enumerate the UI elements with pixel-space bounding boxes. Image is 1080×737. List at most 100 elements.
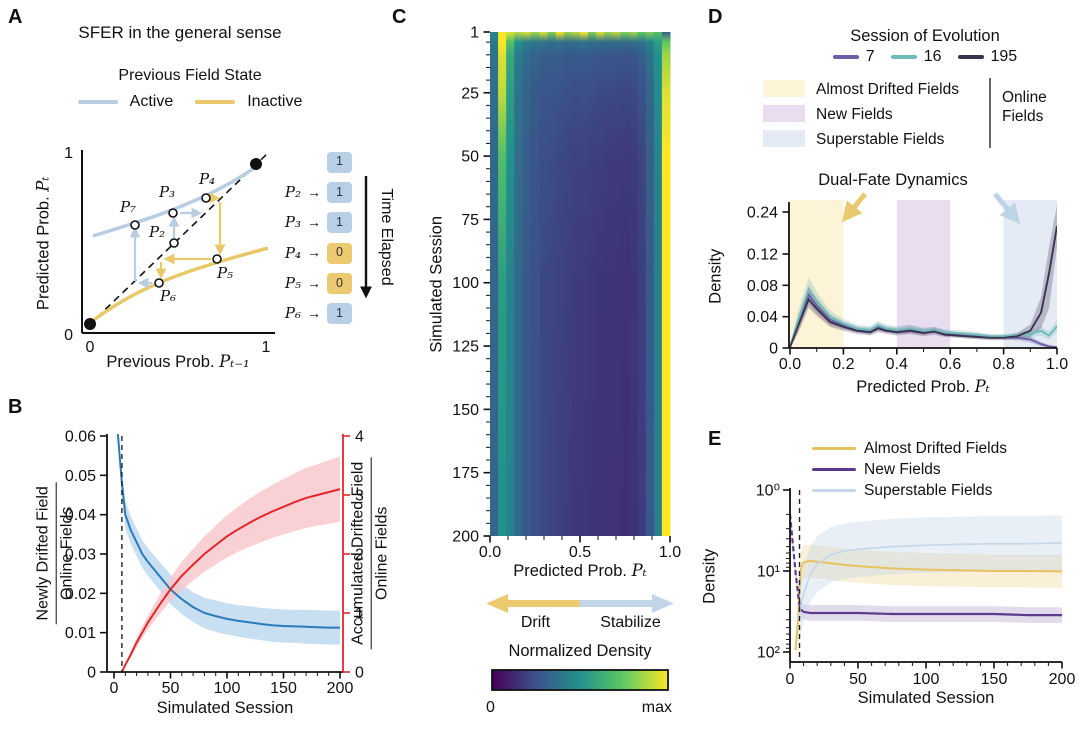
svg-text:0.6: 0.6 [939,356,961,373]
svg-text:P₅: P₅ [216,264,233,282]
time-elapsed-label: Time Elapsed [378,188,395,286]
svg-text:P₆: P₆ [159,287,176,305]
binary-sequence: 1 P₂ → 1 P₃ → 1 P₄ → 0 P₅ → 0 P₆ → 1 [252,147,352,329]
panel-c-xlabel-math: Pₜ [631,561,647,580]
sequence-value-box: 1 [327,181,352,203]
panel-e-plot: 10⁰ 10¹ 10² 0 50 100 150 200 [756,483,1076,689]
sequence-point-label: P₂ [284,183,301,202]
svg-text:100: 100 [452,275,479,292]
panel-c-xlabel: Predicted Prob. Pₜ [470,561,690,582]
legend-label-inactive: Inactive [247,93,303,110]
stabilize-label: Stabilize [600,614,661,631]
sequence-row: P₃ → 1 [252,208,352,238]
svg-text:150: 150 [981,671,1008,688]
legend-swatch-active [77,100,118,104]
svg-text:0.0: 0.0 [479,544,501,561]
panel-c-xlabel-text: Predicted Prob. [513,562,627,580]
svg-text:0.4: 0.4 [886,356,908,373]
sequence-point-label: P₆ [284,304,301,323]
panel-b-ylabel-right-numerator: Accumulated Drifted Field [348,457,372,649]
sequence-value-box: 0 [327,242,352,264]
svg-text:100: 100 [913,671,940,688]
panel-d-xlabel: Predicted Prob. Pₜ [813,377,1033,398]
svg-text:1: 1 [470,25,479,42]
colorbar-max-label: max [641,699,672,716]
sequence-row: P₅ → 0 [252,268,352,298]
online-fields-label: Online Fields [1002,89,1047,126]
panel-letter-b: B [8,396,23,418]
arrow-right-icon: → [307,244,321,261]
svg-text:0.03: 0.03 [65,547,96,564]
panel-c-ylabel: Simulated Session [427,215,446,353]
svg-text:125: 125 [452,339,479,356]
region-label-new-fields: New Fields [816,106,893,123]
superstable-label: Superstable Fields [864,481,993,499]
svg-text:0.01: 0.01 [65,625,96,642]
panel-a-xlabel-math: Pₜ₋₁ [219,352,250,371]
panel-a-ylabel-text: Predicted Prob. [34,196,53,311]
colorbar-title: Normalized Density [508,642,652,660]
region-swatch-superstable [763,130,805,147]
new-fields-swatch [812,467,856,472]
svg-text:0.0: 0.0 [779,356,801,373]
legend-item-superstable: Superstable Fields [812,480,1007,501]
region-label-almost-drifted: Almost Drifted Fields [816,81,959,98]
panel-e-ylabel: Density [700,548,719,604]
panel-letter-d: D [708,6,723,28]
legend-item-almost-drifted: Almost Drifted Fields [812,438,1007,459]
panel-a-title: SFER in the general sense [78,23,282,42]
svg-text:1: 1 [355,606,364,623]
superstable-swatch [812,488,856,493]
region-swatch-new-fields [763,105,805,122]
sequence-point-label: P₃ [284,213,301,232]
svg-text:0.2: 0.2 [832,356,854,373]
arrow-right-icon: → [307,213,321,230]
svg-text:0.12: 0.12 [747,247,778,264]
svg-text:50: 50 [162,680,180,697]
session-legend-item-7: 7 [832,48,875,66]
panel-a-legend-title: Previous Field State [118,67,262,84]
panel-b-ylabel-left-numerator: Newly Drifted Field [33,482,57,625]
sequence-value-box: 1 [327,303,352,325]
session-195-swatch [957,55,984,59]
svg-text:2: 2 [355,547,364,564]
panel-b-ylabel-left-denominator: Online Fields [58,506,76,600]
svg-text:10¹: 10¹ [757,564,780,581]
svg-text:200: 200 [327,680,354,697]
svg-text:10⁰: 10⁰ [756,483,780,500]
svg-text:0.24: 0.24 [747,205,778,222]
svg-text:50: 50 [461,149,479,166]
panel-b-ylabel-right: Accumulated Drifted Field Online Fields [348,438,394,668]
panel-b-xlabel: Simulated Session [156,699,294,717]
svg-text:P₇: P₇ [119,198,136,216]
legend-swatch-inactive [195,100,236,104]
panel-a-ylabel-math: Pₜ [33,176,53,192]
sequence-row: P₆ → 1 [252,298,352,328]
svg-text:3: 3 [355,488,364,505]
arrow-right-icon: → [307,274,321,291]
panel-d-xlabel-math: Pₜ [974,377,990,396]
sequence-row: P₄ → 0 [252,238,352,268]
svg-text:0: 0 [64,327,73,344]
svg-text:0.06: 0.06 [65,429,96,446]
svg-text:150: 150 [452,402,479,419]
svg-text:75: 75 [461,212,479,229]
svg-text:0.02: 0.02 [65,586,96,603]
svg-text:150: 150 [270,680,297,697]
svg-text:1.0: 1.0 [659,544,681,561]
svg-text:0: 0 [355,665,364,682]
panel-a-xlabel: Previous Prob. Pₜ₋₁ [78,352,278,373]
panel-b-ylabel-left: Newly Drifted Field Online Fields [33,448,79,658]
almost-drifted-label: Almost Drifted Fields [864,439,1007,457]
panel-d-plot: 0 0.04 0.08 0.12 0.24 0.0 0.2 0.4 0.6 0.8 1.0 [747,78,1068,373]
svg-text:0.08: 0.08 [747,278,778,295]
svg-text:P₂: P₂ [148,223,165,241]
svg-text:175: 175 [452,465,479,482]
panel-b-ylabel-right-denominator: Online Fields [373,506,391,600]
dual-fate-annotation: Dual-Fate Dynamics [818,171,968,189]
sequence-value-box: 1 [327,212,352,234]
panel-a-xlabel-text: Previous Prob. [106,353,215,371]
svg-text:0.8: 0.8 [992,356,1014,373]
